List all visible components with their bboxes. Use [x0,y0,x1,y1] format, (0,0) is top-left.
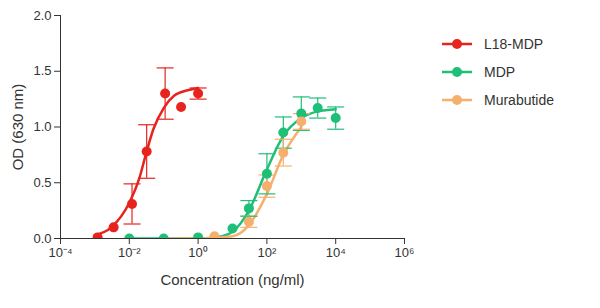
svg-text:10⁴: 10⁴ [326,245,346,260]
svg-text:1.0: 1.0 [33,119,51,134]
html-text:Murabutide: Murabutide [484,92,554,108]
svg-text:1.5: 1.5 [33,63,51,78]
svg-text:2.0: 2.0 [33,8,51,23]
svg-text:10⁰: 10⁰ [188,245,207,260]
svg-text:10⁻⁴: 10⁻⁴ [48,245,72,260]
svg-text:10⁶: 10⁶ [395,245,415,260]
svg-text:10²: 10² [258,245,277,260]
svg-text:0.0: 0.0 [33,231,51,246]
svg-text:0.5: 0.5 [33,175,51,190]
html-text:L18-MDP: L18-MDP [484,36,544,52]
svg-text:OD (630 nm): OD (630 nm) [9,84,26,171]
html-text:MDP: MDP [484,64,516,80]
svg-text:Concentration (ng/ml): Concentration (ng/ml) [160,271,304,288]
svg-text:10⁻²: 10⁻² [118,245,141,260]
